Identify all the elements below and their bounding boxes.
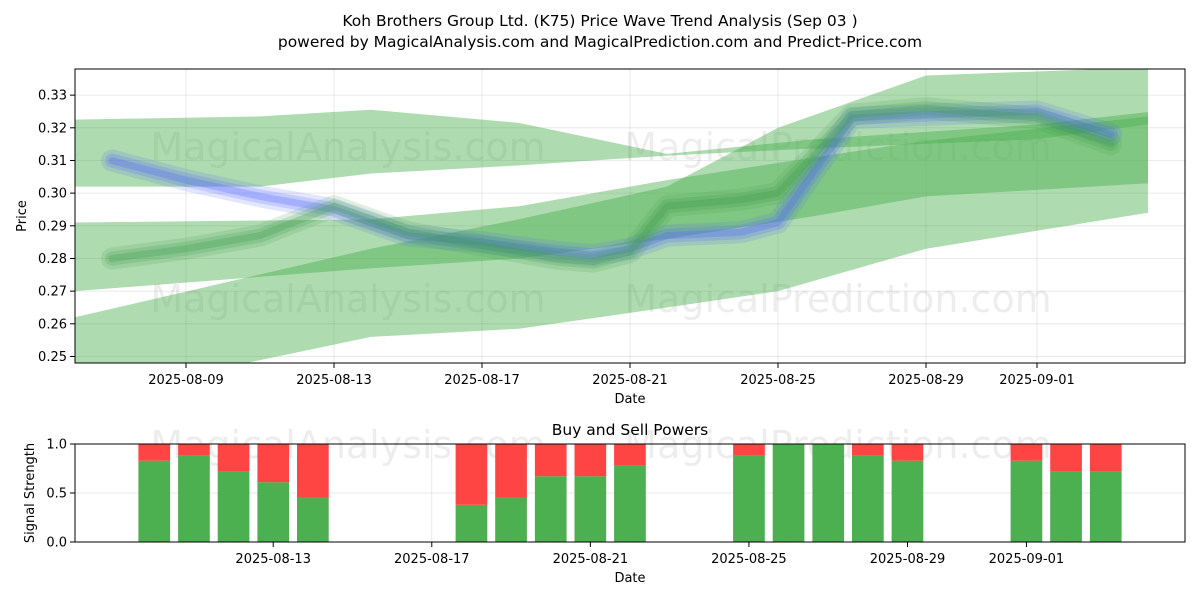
signal-x-tick-label: 2025-08-13 [235, 552, 311, 567]
price-watermarks: MagicalAnalysis.com MagicalPrediction.co… [150, 125, 1051, 321]
signal-x-ticks: 2025-08-13 2025-08-17 2025-08-21 2025-08-25… [235, 542, 1064, 567]
price-waves [101, 97, 1122, 273]
sell-power-bar [257, 444, 290, 483]
price-wave-line [101, 97, 1122, 273]
buy-power-bar [852, 455, 884, 542]
sell-power-bar [178, 444, 210, 456]
sell-power-bar [1010, 444, 1043, 461]
price-wave-line [108, 104, 1115, 266]
watermark-prediction-mid: MagicalPrediction.com [624, 277, 1052, 321]
price-x-tick-label: 2025-08-25 [740, 373, 816, 388]
prediction-band [75, 69, 1148, 363]
sell-power-bar [297, 444, 329, 498]
buy-power-bar [1050, 471, 1082, 542]
signal-y-axis-label: Signal Strength [23, 443, 38, 543]
sell-power-bar [1050, 444, 1082, 472]
price-y-tick-label: 0.27 [38, 285, 67, 300]
price-panel: MagicalAnalysis.com MagicalPrediction.co… [15, 68, 1186, 407]
price-x-tick-label: 2025-08-17 [444, 373, 520, 388]
buy-power-bar [297, 497, 329, 542]
sell-power-bar [891, 444, 924, 461]
signal-x-tick-label: 2025-09-01 [989, 552, 1065, 567]
price-y-tick-label: 0.26 [38, 317, 67, 332]
price-grid [75, 69, 1185, 363]
buy-power-bar [1089, 471, 1122, 542]
signal-panel: Buy and Sell Powers MagicalAnalysis.com … [23, 421, 1186, 586]
sell-power-bar [495, 444, 527, 498]
buy-power-bar [178, 455, 210, 542]
prediction-band [75, 109, 1148, 187]
price-x-tick-label: 2025-08-29 [888, 373, 964, 388]
price-y-tick-label: 0.25 [38, 350, 67, 365]
watermark-prediction-top: MagicalPrediction.com [624, 125, 1052, 169]
price-x-tick-label: 2025-08-13 [296, 373, 372, 388]
buy-power-bar [455, 504, 488, 542]
prediction-bands [75, 69, 1148, 363]
price-x-tick-label: 2025-09-01 [999, 373, 1075, 388]
sell-power-bar [217, 444, 250, 472]
price-y-tick-label: 0.33 [38, 89, 67, 104]
buy-power-bar [138, 460, 171, 542]
watermark-analysis-top: MagicalAnalysis.com [150, 125, 545, 169]
sell-power-bar [852, 444, 884, 456]
buy-power-bar [495, 497, 527, 542]
sell-power-bar [455, 444, 488, 505]
price-wave-line [105, 104, 1118, 263]
buy-power-bar [574, 476, 607, 542]
watermark-analysis-mid: MagicalAnalysis.com [150, 277, 545, 321]
signal-x-axis-label: Date [614, 571, 645, 586]
chart-title: Koh Brothers Group Ltd. (K75) Price Wave… [342, 12, 857, 30]
price-wave-line [108, 108, 1115, 259]
chart-subtitle: powered by MagicalAnalysis.com and Magic… [278, 33, 922, 51]
sell-power-bar [574, 444, 607, 477]
buy-power-bar [891, 460, 924, 542]
signal-y-tick-label: 0.0 [46, 536, 67, 551]
sell-power-bar [1089, 444, 1122, 472]
buy-power-bar [614, 465, 646, 542]
price-y-tick-label: 0.32 [38, 121, 67, 136]
price-x-axis-label: Date [614, 392, 645, 407]
price-x-ticks: 2025-08-09 2025-08-13 2025-08-17 2025-08-21… [148, 363, 1075, 388]
prediction-band [75, 116, 1148, 292]
price-y-tick-label: 0.31 [38, 154, 67, 169]
buy-power-bar [534, 476, 567, 542]
buy-power-bar [217, 471, 250, 542]
buy-power-bar [772, 444, 805, 542]
signal-x-tick-label: 2025-08-17 [394, 552, 470, 567]
buy-power-bar [257, 482, 290, 542]
price-y-tick-label: 0.28 [38, 252, 67, 267]
price-x-tick-label: 2025-08-21 [592, 373, 668, 388]
price-y-tick-label: 0.30 [38, 187, 67, 202]
sell-power-bar [614, 444, 646, 466]
price-y-axis-label: Price [15, 200, 30, 232]
buy-power-bar [1010, 460, 1043, 542]
signal-x-tick-label: 2025-08-29 [870, 552, 946, 567]
signal-title: Buy and Sell Powers [552, 421, 709, 439]
price-y-tick-label: 0.29 [38, 219, 67, 234]
sell-power-bar [534, 444, 567, 477]
sell-power-bar [733, 444, 765, 456]
price-wave-line [105, 101, 1118, 269]
signal-y-tick-label: 1.0 [46, 438, 67, 453]
signal-y-tick-label: 0.5 [46, 487, 67, 502]
sell-power-bar [138, 444, 171, 461]
price-x-tick-label: 2025-08-09 [148, 373, 224, 388]
signal-x-tick-label: 2025-08-25 [711, 552, 787, 567]
signal-x-tick-label: 2025-08-21 [553, 552, 629, 567]
buy-power-bar [812, 444, 845, 542]
signal-y-ticks: 0.0 0.5 1.0 [46, 438, 75, 551]
price-wave-line [101, 100, 1122, 267]
buy-power-bar [733, 455, 765, 542]
signal-bars [138, 444, 1122, 542]
price-y-ticks: 0.25 0.26 0.27 0.28 0.29 0.30 0.31 0.32 0.33 [38, 89, 75, 365]
